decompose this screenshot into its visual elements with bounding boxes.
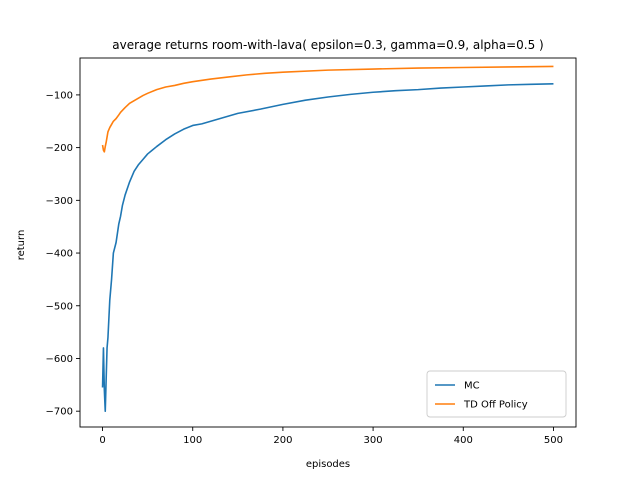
x-tick-label: 400 (454, 435, 473, 446)
legend-label-1: TD Off Policy (463, 400, 528, 411)
x-tick-label: 0 (99, 435, 105, 446)
y-tick-label: −700 (46, 407, 73, 418)
y-tick-label: −300 (46, 196, 73, 207)
y-tick-label: −400 (46, 249, 73, 260)
y-tick-label: −200 (46, 143, 73, 154)
plot-frame (79, 57, 577, 428)
chart-title: average returns room-with-lava( epsilon=… (112, 38, 544, 52)
x-axis-label: episodes (306, 459, 350, 470)
x-tick-label: 300 (364, 435, 383, 446)
x-tick-label: 200 (273, 435, 292, 446)
y-axis-label: return (16, 230, 27, 261)
y-tick-label: −600 (46, 354, 73, 365)
y-tick-label: −500 (46, 301, 73, 312)
x-tick-label: 100 (183, 435, 202, 446)
series-line-0 (101, 83, 554, 412)
y-tick-label: −100 (46, 90, 73, 101)
legend: MC TD Off Policy (426, 370, 567, 418)
legend-label-0: MC (464, 381, 480, 392)
plot-area: 0 100 200 300 400 500 −700 −600 −500 −400 −300 −200… (46, 57, 577, 446)
x-tick-label: 500 (544, 435, 563, 446)
legend-box (426, 370, 567, 418)
series-line-1 (101, 65, 554, 153)
